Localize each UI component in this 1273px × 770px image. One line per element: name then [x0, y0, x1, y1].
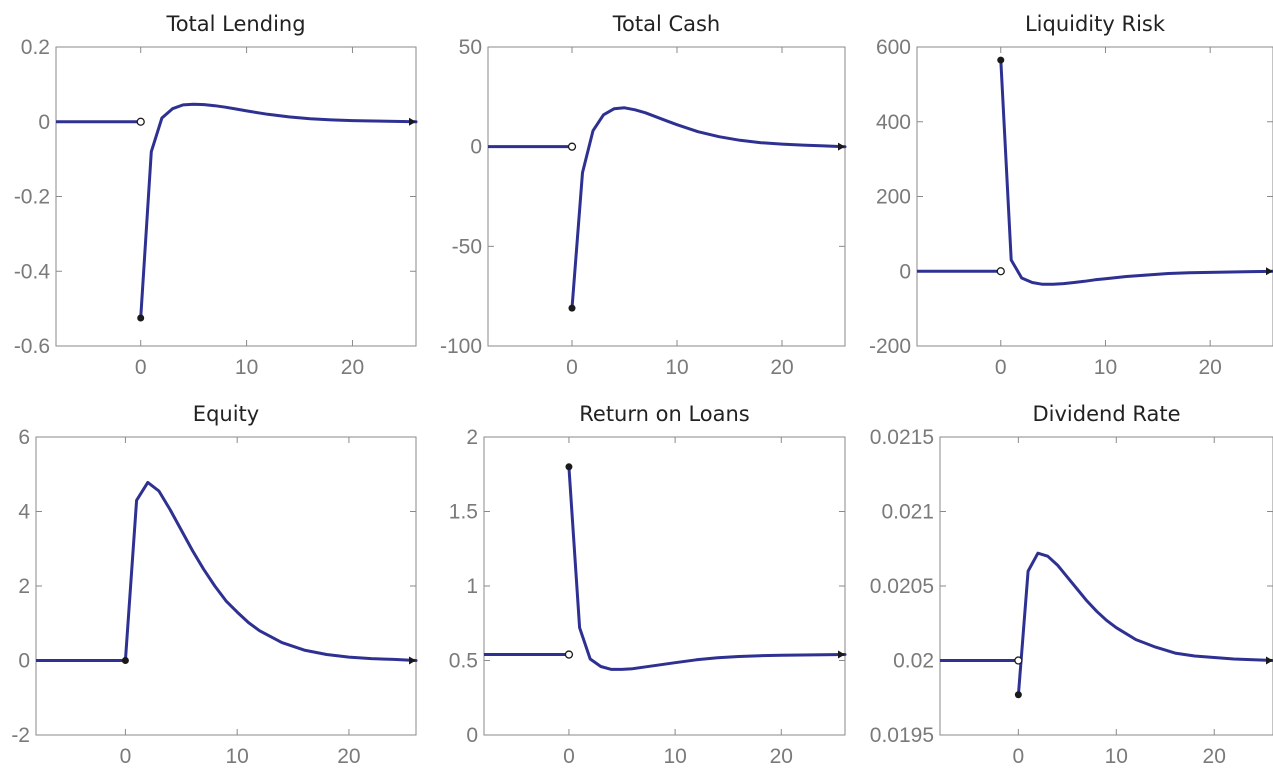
- pre-shock-point: [1014, 656, 1023, 665]
- pre-shock-point: [136, 117, 145, 126]
- x-tick-label: 0: [566, 356, 578, 379]
- y-tick-label: -2: [11, 724, 30, 747]
- x-tick-label: 10: [665, 356, 688, 379]
- y-tick-label: -0.6: [14, 335, 50, 358]
- x-tick-label: 0: [1013, 745, 1025, 768]
- y-tick-label: 0.0195: [870, 724, 934, 747]
- arrow-head: [838, 650, 845, 659]
- panel-equity: Equity -2 0 2 4 6 0 10 20: [11, 402, 418, 768]
- y-tick-label: -50: [452, 235, 482, 258]
- response-line: [567, 465, 847, 671]
- plot-frame: [55, 46, 417, 347]
- x-tick-label: 10: [225, 745, 248, 768]
- panel-title: Equity: [193, 402, 259, 426]
- plot-frame: [916, 46, 1273, 347]
- y-tick-label: 2: [466, 426, 478, 449]
- panel-dividend-rate: Dividend Rate 0.0195 0.02 0.0205 0.021 0.021…: [870, 402, 1273, 768]
- x-tick-label: 20: [341, 356, 364, 379]
- x-tick-label: 10: [663, 745, 686, 768]
- pre-shock-point: [567, 142, 577, 151]
- y-tick-label: 0.0215: [870, 426, 934, 449]
- x-tick-label: 0: [135, 356, 147, 379]
- x-tick-label: 10: [1094, 356, 1117, 379]
- plot-frame: [35, 436, 417, 736]
- y-tick-label: 0.02: [893, 650, 934, 673]
- response-line: [123, 480, 418, 662]
- response-line: [139, 102, 418, 320]
- y-tick-label: 0: [470, 136, 482, 159]
- y-tick-label: 4: [18, 501, 30, 524]
- panel-title: Dividend Rate: [1033, 402, 1181, 426]
- plot-frame: [487, 46, 846, 347]
- impact-point: [121, 657, 129, 664]
- x-tick-label: 20: [770, 745, 793, 768]
- y-tick-label: 0.0205: [870, 575, 934, 598]
- panel-return-on-loans: Return on Loans 00.511.520 10 20: [449, 402, 847, 768]
- x-tick-label: 20: [770, 356, 793, 379]
- y-tick-label: 0: [466, 724, 478, 747]
- panel-title: Total Lending: [165, 12, 305, 36]
- plot-frame: [939, 436, 1273, 736]
- y-tick-label: 0: [18, 650, 30, 673]
- y-tick-label: 0: [38, 111, 50, 134]
- pre-shock-point: [564, 650, 574, 659]
- y-tick-label: -0.4: [14, 260, 51, 283]
- y-tick-label: 0: [899, 260, 911, 283]
- impact-point: [997, 56, 1005, 64]
- impact-point: [1014, 691, 1022, 699]
- y-tick-label: 0.5: [449, 650, 478, 673]
- x-tick-label: 20: [1198, 356, 1221, 379]
- y-tick-label: 1: [466, 575, 478, 598]
- y-tick-label: 600: [876, 36, 911, 59]
- impact-point: [568, 304, 576, 312]
- y-tick-label: -100: [440, 335, 482, 358]
- arrow-head: [409, 117, 416, 126]
- panel-liquidity-risk: Liquidity Risk -200 0 200 400 600 0 10 20: [869, 12, 1273, 379]
- arrow-head: [1266, 656, 1273, 665]
- plot-frame: [483, 436, 846, 736]
- response-line: [999, 58, 1273, 286]
- y-tick-label: 0.021: [881, 501, 934, 524]
- panel-total-lending: Total Lending -0.6 -0.4 -0.2 0 0.2 0 10 20: [14, 12, 418, 379]
- panel-total-cash: Total Cash -100 -50 0 50 0 10 20: [440, 12, 847, 379]
- response-line: [1016, 551, 1273, 697]
- arrow-head: [838, 142, 845, 151]
- x-tick-label: 0: [995, 356, 1007, 379]
- y-tick-label: -0.2: [14, 186, 50, 209]
- arrow-head: [409, 656, 416, 665]
- panel-title: Total Cash: [612, 12, 721, 36]
- x-tick-label: 20: [1203, 745, 1226, 768]
- y-tick-label: 2: [18, 575, 30, 598]
- arrow-head: [1266, 267, 1273, 276]
- y-tick-label: 200: [876, 186, 911, 209]
- panel-title: Liquidity Risk: [1025, 12, 1166, 36]
- impact-point: [137, 314, 145, 322]
- x-tick-label: 20: [337, 745, 360, 768]
- y-tick-label: -200: [869, 335, 911, 358]
- y-tick-label: 50: [459, 36, 482, 59]
- panel-title: Return on Loans: [579, 402, 750, 426]
- response-line: [570, 106, 847, 310]
- x-tick-label: 10: [235, 356, 258, 379]
- y-tick-label: 0.2: [21, 36, 50, 59]
- x-tick-label: 10: [1105, 745, 1128, 768]
- pre-shock-point: [996, 267, 1005, 276]
- impact-point: [565, 463, 573, 471]
- y-tick-label: 1.5: [449, 501, 478, 524]
- y-tick-label: 400: [876, 111, 911, 134]
- y-tick-label: 6: [18, 426, 30, 449]
- x-tick-label: 0: [563, 745, 575, 768]
- x-tick-label: 0: [120, 745, 132, 768]
